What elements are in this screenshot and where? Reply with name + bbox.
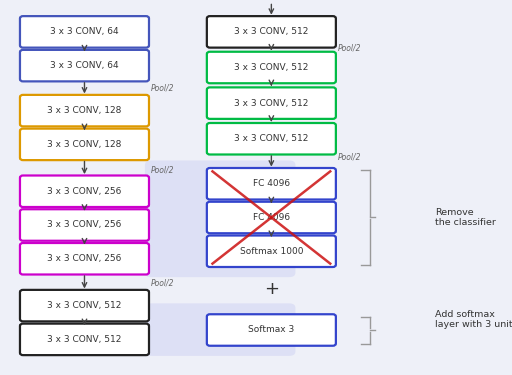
Text: FC 4096: FC 4096 bbox=[253, 179, 290, 188]
FancyBboxPatch shape bbox=[20, 129, 149, 160]
FancyBboxPatch shape bbox=[20, 209, 149, 241]
FancyBboxPatch shape bbox=[20, 16, 149, 48]
Text: 3 x 3 CONV, 512: 3 x 3 CONV, 512 bbox=[234, 63, 309, 72]
FancyBboxPatch shape bbox=[20, 324, 149, 355]
Text: Add softmax
layer with 3 units: Add softmax layer with 3 units bbox=[435, 310, 512, 329]
Text: 3 x 3 CONV, 256: 3 x 3 CONV, 256 bbox=[47, 220, 122, 230]
FancyBboxPatch shape bbox=[207, 202, 336, 233]
Text: 3 x 3 CONV, 64: 3 x 3 CONV, 64 bbox=[50, 27, 119, 36]
Text: 3 x 3 CONV, 256: 3 x 3 CONV, 256 bbox=[47, 254, 122, 263]
FancyBboxPatch shape bbox=[207, 123, 336, 154]
FancyBboxPatch shape bbox=[145, 160, 295, 277]
FancyBboxPatch shape bbox=[207, 314, 336, 346]
FancyBboxPatch shape bbox=[20, 50, 149, 81]
Text: Pool/2: Pool/2 bbox=[151, 165, 175, 174]
Text: 3 x 3 CONV, 128: 3 x 3 CONV, 128 bbox=[47, 140, 122, 149]
FancyBboxPatch shape bbox=[207, 168, 336, 200]
Text: 3 x 3 CONV, 512: 3 x 3 CONV, 512 bbox=[47, 301, 122, 310]
FancyBboxPatch shape bbox=[207, 236, 336, 267]
FancyBboxPatch shape bbox=[20, 176, 149, 207]
Text: +: + bbox=[264, 280, 279, 298]
Text: Pool/2: Pool/2 bbox=[338, 43, 361, 52]
Text: FC 4096: FC 4096 bbox=[253, 213, 290, 222]
Text: 3 x 3 CONV, 512: 3 x 3 CONV, 512 bbox=[234, 27, 309, 36]
Text: Pool/2: Pool/2 bbox=[338, 152, 361, 161]
Text: 3 x 3 CONV, 64: 3 x 3 CONV, 64 bbox=[50, 61, 119, 70]
Text: Pool/2: Pool/2 bbox=[151, 84, 175, 93]
Text: 3 x 3 CONV, 512: 3 x 3 CONV, 512 bbox=[47, 335, 122, 344]
FancyBboxPatch shape bbox=[20, 243, 149, 274]
FancyBboxPatch shape bbox=[145, 303, 295, 356]
Text: Pool/2: Pool/2 bbox=[151, 279, 175, 288]
Text: 3 x 3 CONV, 256: 3 x 3 CONV, 256 bbox=[47, 187, 122, 196]
FancyBboxPatch shape bbox=[20, 290, 149, 321]
FancyBboxPatch shape bbox=[207, 16, 336, 48]
Text: Softmax 3: Softmax 3 bbox=[248, 326, 294, 334]
Text: 3 x 3 CONV, 512: 3 x 3 CONV, 512 bbox=[234, 99, 309, 108]
Text: 3 x 3 CONV, 512: 3 x 3 CONV, 512 bbox=[234, 134, 309, 143]
Text: Softmax 1000: Softmax 1000 bbox=[240, 247, 303, 256]
FancyBboxPatch shape bbox=[207, 52, 336, 83]
FancyBboxPatch shape bbox=[20, 95, 149, 126]
FancyBboxPatch shape bbox=[207, 87, 336, 119]
Text: 3 x 3 CONV, 128: 3 x 3 CONV, 128 bbox=[47, 106, 122, 115]
Text: Remove
the classifier: Remove the classifier bbox=[435, 208, 496, 227]
